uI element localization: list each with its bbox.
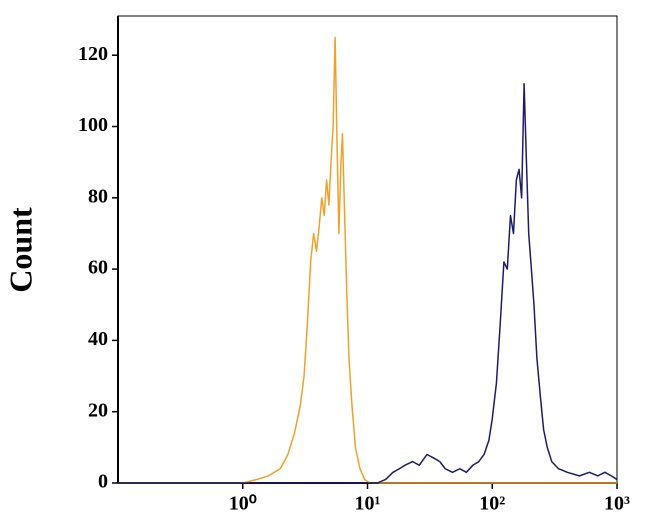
y-tick-label: 120 [78,43,108,65]
histogram-line [118,36,617,484]
y-tick-label: 20 [88,399,108,421]
y-tick-label: 0 [98,471,108,493]
histogram-line [118,82,618,484]
y-axis-label: Count [2,207,38,293]
y-tick-label: 40 [88,328,108,350]
x-tick-label: 10² [479,493,505,515]
x-tick-label: 10⁰ [229,493,257,515]
y-tick-label: 100 [78,114,108,136]
y-tick-label: 80 [88,185,108,207]
x-tick-label: 10¹ [355,493,381,515]
y-tick-label: 60 [88,257,108,279]
x-tick-label: 10³ [604,493,630,515]
